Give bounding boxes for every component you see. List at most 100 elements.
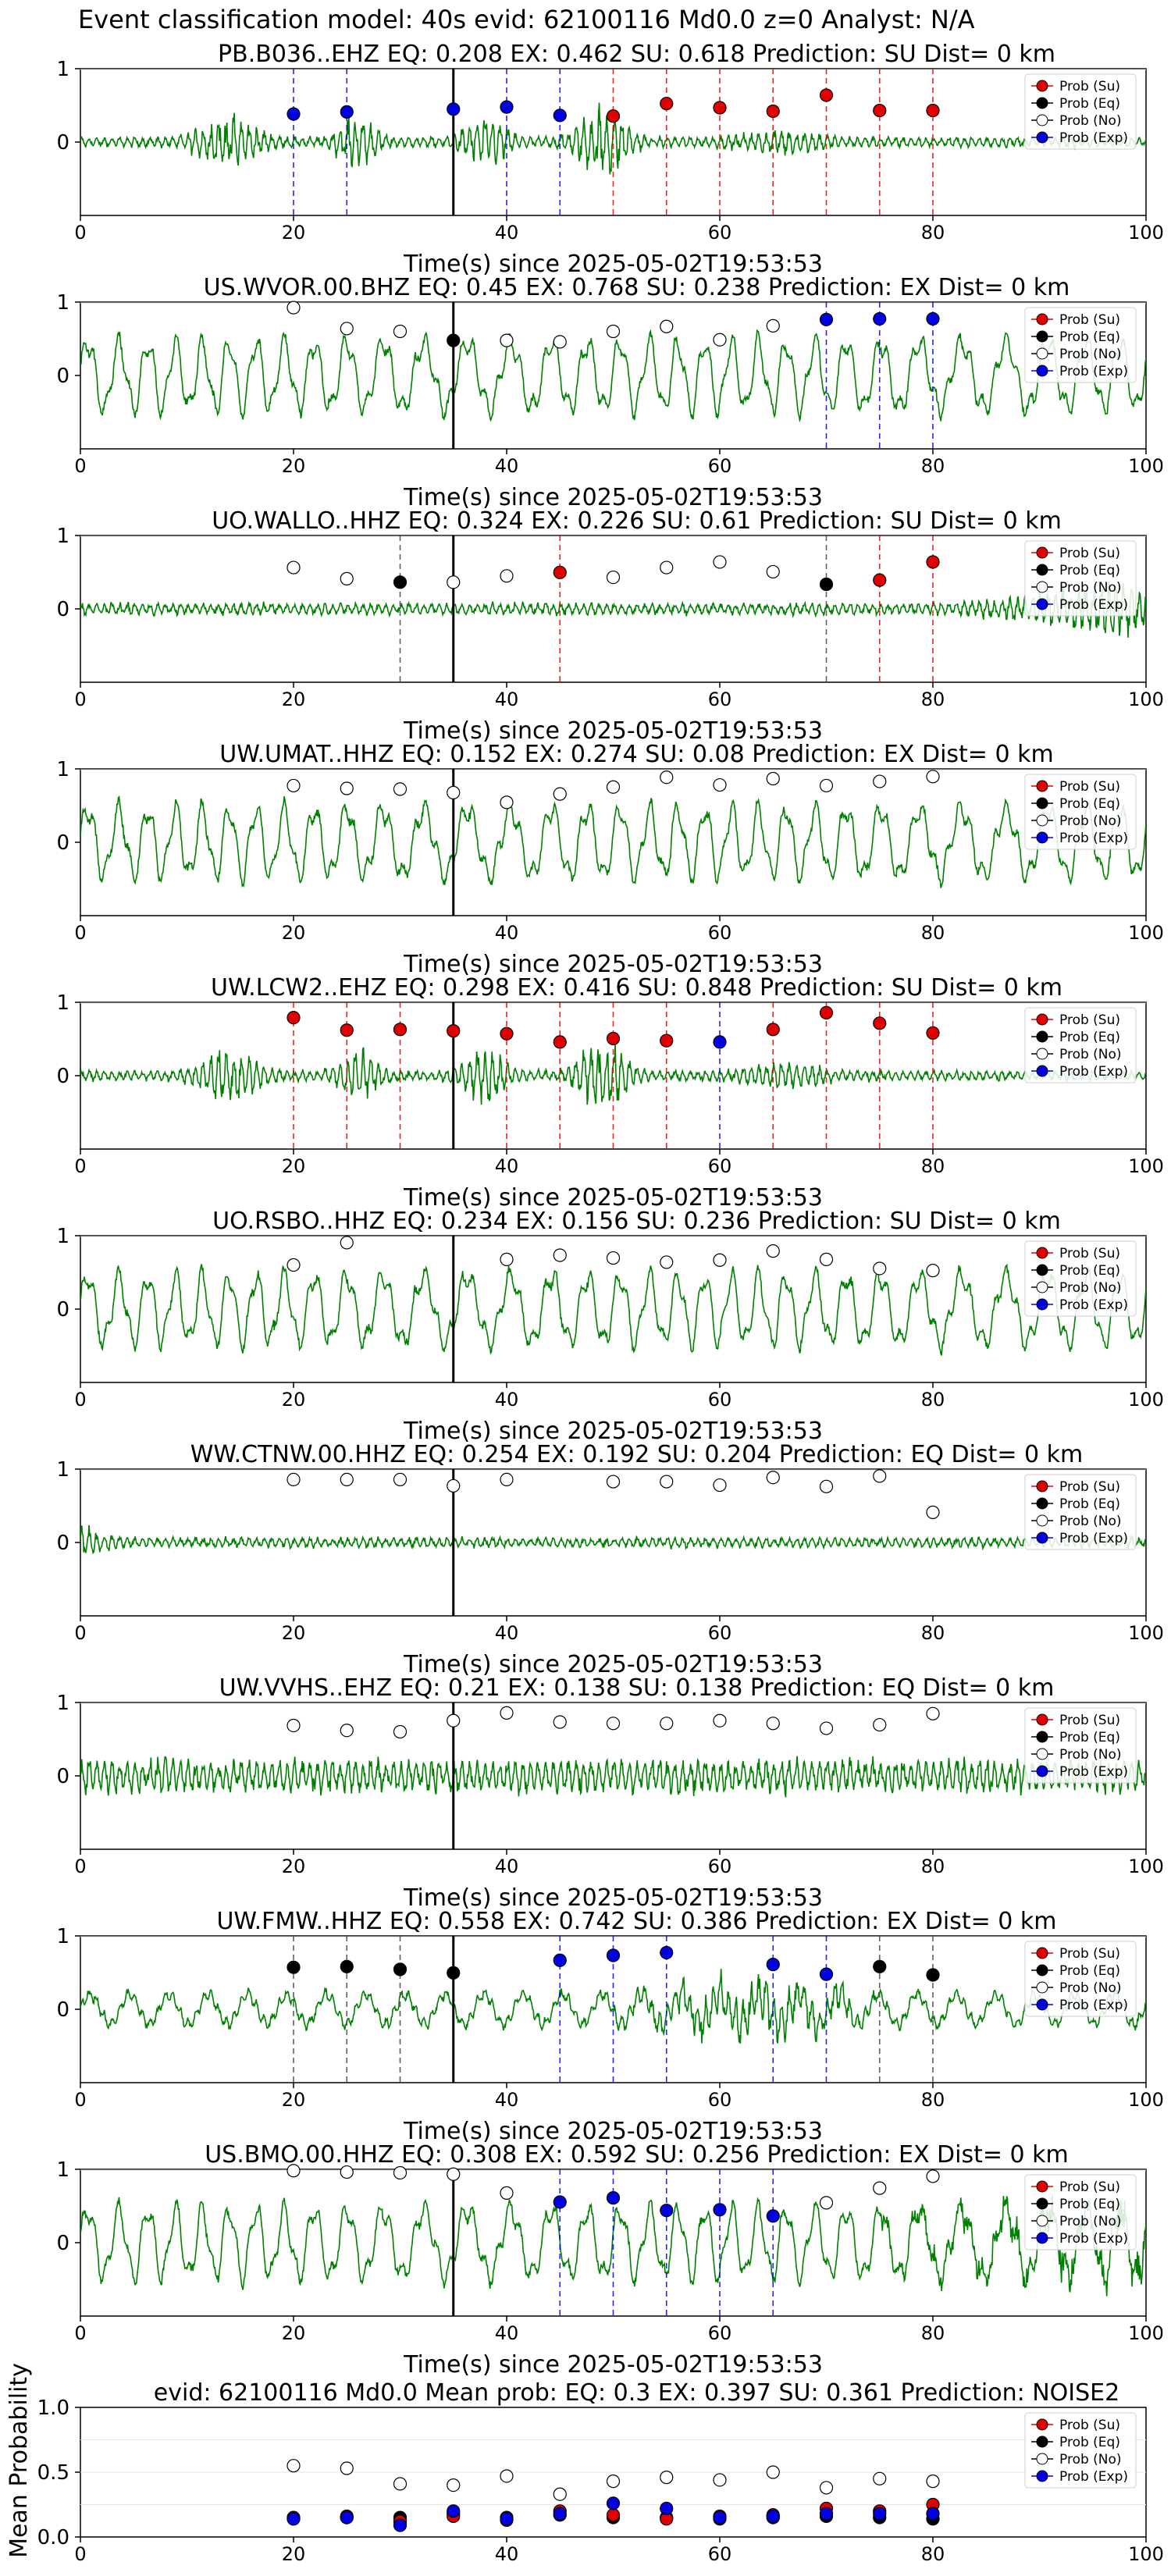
prob-marker-1-9 — [766, 318, 780, 333]
prob-marker-9-7 — [660, 2204, 674, 2218]
prob-marker-7-2 — [393, 1724, 408, 1739]
panel-1-legend-label-eq: Prob (Eq) — [1059, 329, 1120, 345]
panel-1-xtick-label-20: 20 — [282, 455, 306, 477]
prob-marker-8-4 — [553, 1953, 567, 1967]
panel-2-legend-marker-no — [1036, 581, 1048, 593]
summary-marker-exp-1 — [340, 2510, 354, 2524]
panel-0-legend-label-su: Prob (Su) — [1059, 79, 1120, 94]
prob-marker-1-5 — [553, 335, 567, 349]
panel-4-xtick-label-80: 80 — [921, 1155, 945, 1177]
panel-frame-1 — [80, 301, 1147, 450]
panel-2-legend-marker-su — [1036, 546, 1048, 559]
summary-marker-no-12 — [926, 2475, 940, 2489]
prob-marker-4-12 — [926, 1026, 940, 1040]
station-panel-3: UW.UMAT..HHZ EQ: 0.152 EX: 0.274 SU: 0.0… — [56, 741, 1163, 978]
panel-7-legend-marker-su — [1036, 1713, 1048, 1726]
prob-marker-4-0 — [287, 1011, 301, 1025]
summary-marker-exp-7 — [660, 2501, 674, 2516]
prob-marker-7-9 — [766, 1717, 780, 1731]
panel-9-legend-label-su: Prob (Su) — [1059, 2179, 1120, 2195]
prob-marker-4-8 — [713, 1035, 727, 1049]
prob-marker-0-8 — [766, 104, 780, 119]
prob-marker-5-10 — [926, 1264, 940, 1278]
panel-1-xtick-label-80: 80 — [921, 455, 945, 477]
prob-marker-5-5 — [660, 1255, 674, 1269]
panel-1-legend-label-su: Prob (Su) — [1059, 312, 1120, 328]
panel-5-legend-label-exp: Prob (Exp) — [1059, 1297, 1128, 1313]
panel-4-xtick-label-0: 0 — [74, 1155, 86, 1177]
panel-1-legend-label-no: Prob (No) — [1059, 347, 1122, 362]
panel-7-legend-label-exp: Prob (Exp) — [1059, 1764, 1128, 1780]
summary-marker-exp-4 — [500, 2512, 514, 2526]
panel-0-xtick-label-100: 100 — [1128, 222, 1164, 244]
summary-xtick-label-60: 60 — [708, 2543, 732, 2565]
panel-7-legend-marker-exp — [1036, 1765, 1048, 1777]
summary-marker-exp-12 — [926, 2507, 940, 2521]
panel-4-legend-frame — [1024, 1007, 1137, 1083]
prob-marker-7-11 — [873, 1717, 887, 1732]
summary-marker-exp-2 — [393, 2518, 408, 2532]
panel-ytick-label-0-1: 1 — [56, 58, 69, 81]
prob-marker-6-0 — [287, 1472, 301, 1486]
prob-marker-7-6 — [606, 1717, 621, 1731]
prob-marker-4-5 — [553, 1035, 567, 1049]
panel-title-4: UW.LCW2..EHZ EQ: 0.298 EX: 0.416 SU: 0.8… — [211, 974, 1062, 1002]
panel-2-legend-marker-eq — [1036, 564, 1048, 576]
prob-marker-4-9 — [766, 1023, 780, 1037]
panel-ytick-label-2-0: 0 — [56, 598, 69, 621]
prob-marker-9-9 — [766, 2209, 780, 2223]
panel-6-legend-label-no: Prob (No) — [1059, 1514, 1122, 1529]
panel-ytick-label-5-0: 0 — [56, 1298, 69, 1322]
summary-xtick-label-20: 20 — [282, 2543, 306, 2565]
panel-1-xtick-label-100: 100 — [1128, 455, 1164, 477]
station-panel-5: UO.RSBO..HHZ EQ: 0.234 EX: 0.156 SU: 0.2… — [56, 1208, 1163, 1445]
panel-ytick-label-5-1: 1 — [56, 1225, 69, 1248]
panel-8-xtick-label-80: 80 — [921, 2089, 945, 2111]
panel-5-xtick-label-0: 0 — [74, 1389, 86, 1411]
prob-marker-0-11 — [926, 103, 940, 118]
summary-marker-no-11 — [873, 2471, 887, 2485]
waveform-9 — [80, 2195, 1146, 2297]
station-panel-4: UW.LCW2..EHZ EQ: 0.298 EX: 0.416 SU: 0.8… — [56, 974, 1163, 1212]
station-panel-2: UO.WALLO..HHZ EQ: 0.324 EX: 0.226 SU: 0.… — [56, 507, 1163, 745]
panel-7-xtick-label-20: 20 — [282, 1856, 306, 1877]
summary-marker-no-0 — [287, 2459, 301, 2473]
panel-9-xtick-label-80: 80 — [921, 2322, 945, 2344]
panel-ytick-label-6-1: 1 — [56, 1458, 69, 1482]
panel-title-2: UO.WALLO..HHZ EQ: 0.324 EX: 0.226 SU: 0.… — [212, 507, 1062, 535]
panel-2-xtick-label-40: 40 — [495, 688, 519, 710]
prob-marker-4-6 — [606, 1031, 621, 1046]
prob-marker-2-2 — [393, 575, 408, 589]
panel-7-legend-marker-no — [1036, 1748, 1048, 1760]
panel-3-legend-marker-eq — [1036, 797, 1048, 809]
prob-marker-3-7 — [660, 770, 674, 785]
panel-8-legend-marker-eq — [1036, 1964, 1048, 1976]
prob-marker-4-1 — [340, 1023, 354, 1037]
prob-marker-6-4 — [500, 1472, 514, 1486]
panel-title-3: UW.UMAT..HHZ EQ: 0.152 EX: 0.274 SU: 0.0… — [219, 741, 1053, 768]
prob-marker-7-3 — [447, 1713, 461, 1727]
prob-marker-2-7 — [660, 560, 674, 575]
summary-marker-no-5 — [553, 2487, 567, 2501]
panel-8-xtick-label-60: 60 — [708, 2089, 732, 2111]
station-panel-0: PB.B036..EHZ EQ: 0.208 EX: 0.462 SU: 0.6… — [56, 41, 1163, 278]
panel-7-xtick-label-80: 80 — [921, 1856, 945, 1877]
panel-0-legend-marker-exp — [1036, 131, 1048, 144]
prob-marker-0-9 — [819, 88, 834, 102]
prob-marker-5-1 — [340, 1236, 354, 1250]
prob-marker-0-4 — [553, 109, 567, 123]
panel-5-legend-label-eq: Prob (Eq) — [1059, 1263, 1120, 1279]
panel-6-legend-label-su: Prob (Su) — [1059, 1479, 1120, 1495]
panel-4-xtick-label-20: 20 — [282, 1155, 306, 1177]
panel-6-xlabel: Time(s) since 2025-05-02T19:53:53 — [403, 1651, 823, 1678]
prob-marker-9-4 — [500, 2186, 514, 2200]
panel-8-legend-marker-exp — [1036, 1998, 1048, 2011]
panel-8-legend-label-no: Prob (No) — [1059, 1980, 1122, 1996]
panel-8-legend-label-exp: Prob (Exp) — [1059, 1998, 1128, 2013]
panel-2-xtick-label-60: 60 — [708, 688, 732, 710]
waveform-7 — [80, 1756, 1146, 1798]
prob-marker-3-2 — [393, 782, 408, 796]
summary-marker-exp-5 — [553, 2507, 567, 2521]
prob-marker-6-11 — [926, 1505, 940, 1519]
prob-marker-1-3 — [447, 333, 461, 347]
